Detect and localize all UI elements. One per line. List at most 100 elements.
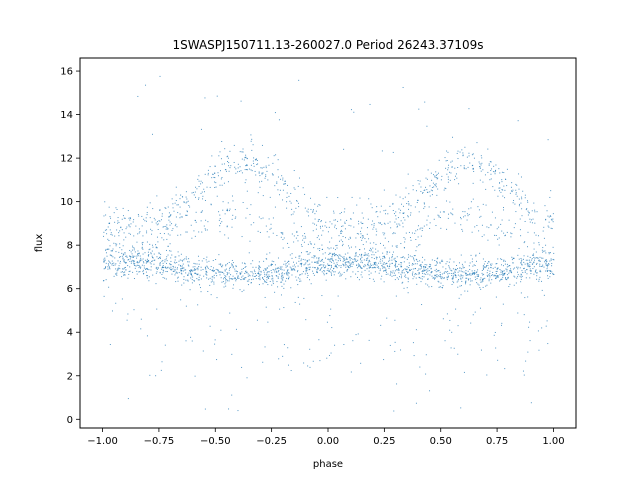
scatter-point	[267, 179, 269, 181]
scatter-point	[417, 236, 419, 238]
scatter-point	[344, 264, 346, 266]
scatter-point	[534, 222, 536, 224]
scatter-point	[129, 217, 131, 219]
scatter-point	[336, 255, 338, 257]
x-tick-label: −0.50	[200, 436, 231, 447]
scatter-point	[491, 211, 493, 213]
scatter-point	[450, 347, 452, 349]
scatter-point	[185, 231, 187, 233]
scatter-point	[403, 269, 404, 271]
scatter-point	[258, 265, 260, 267]
scatter-point	[219, 214, 221, 216]
scatter-point	[482, 278, 484, 280]
scatter-point	[226, 225, 228, 227]
scatter-point	[175, 200, 177, 202]
scatter-point	[438, 172, 439, 174]
scatter-point	[536, 271, 538, 273]
scatter-point	[543, 237, 545, 239]
scatter-point	[377, 266, 379, 268]
scatter-point	[483, 273, 485, 275]
scatter-point	[335, 228, 337, 230]
scatter-point	[197, 178, 199, 180]
scatter-point	[214, 181, 216, 183]
scatter-point	[259, 186, 261, 188]
scatter-point	[198, 260, 200, 262]
scatter-point	[168, 219, 170, 221]
scatter-point	[482, 268, 484, 270]
scatter-point	[134, 251, 136, 253]
scatter-point	[182, 263, 184, 265]
scatter-point	[194, 269, 196, 271]
scatter-point	[392, 254, 394, 256]
scatter-point	[490, 161, 492, 163]
scatter-point	[546, 268, 548, 270]
scatter-point	[511, 191, 513, 193]
scatter-point	[190, 273, 192, 275]
scatter-point	[180, 268, 182, 270]
scatter-point	[407, 292, 409, 294]
scatter-point	[482, 280, 484, 282]
scatter-point	[141, 215, 143, 217]
scatter-point	[276, 271, 278, 273]
scatter-point	[300, 244, 302, 246]
scatter-point	[115, 268, 117, 270]
scatter-point	[407, 254, 409, 256]
scatter-point	[151, 255, 153, 257]
scatter-point	[136, 273, 138, 275]
scatter-point	[310, 243, 312, 245]
scatter-point	[504, 189, 506, 191]
scatter-point	[482, 169, 484, 171]
scatter-point	[119, 260, 121, 262]
scatter-point	[277, 257, 279, 259]
scatter-point	[386, 317, 388, 319]
scatter-point	[220, 178, 222, 180]
scatter-point	[149, 202, 151, 204]
scatter-point	[237, 163, 239, 165]
scatter-point	[536, 211, 538, 213]
scatter-point	[266, 279, 268, 281]
scatter-point	[350, 109, 352, 111]
scatter-point	[117, 268, 119, 270]
scatter-point	[355, 273, 357, 275]
scatter-point	[518, 198, 520, 200]
scatter-point	[128, 225, 130, 227]
scatter-point	[431, 186, 433, 188]
scatter-point	[321, 264, 323, 266]
scatter-point	[505, 278, 507, 280]
scatter-point	[408, 269, 410, 271]
scatter-point	[361, 271, 363, 273]
scatter-point	[392, 210, 394, 211]
scatter-point	[533, 262, 535, 264]
scatter-point	[529, 261, 531, 263]
scatter-point	[446, 261, 448, 263]
scatter-point	[252, 260, 254, 262]
scatter-point	[223, 163, 225, 165]
scatter-point	[213, 281, 215, 283]
scatter-point	[384, 247, 386, 249]
scatter-point	[395, 211, 397, 213]
scatter-point	[527, 231, 529, 233]
scatter-point	[303, 264, 305, 266]
scatter-point	[547, 343, 549, 345]
scatter-point	[333, 267, 335, 269]
scatter-point	[427, 278, 429, 280]
scatter-point	[232, 200, 234, 202]
scatter-point	[460, 407, 462, 409]
scatter-point	[218, 263, 220, 265]
scatter-point	[342, 243, 344, 245]
scatter-point	[350, 276, 352, 278]
scatter-point	[421, 261, 423, 263]
scatter-point	[262, 283, 264, 285]
scatter-point	[344, 262, 346, 264]
scatter-point	[229, 167, 231, 169]
scatter-point	[392, 251, 394, 253]
scatter-point	[364, 264, 366, 266]
scatter-point	[150, 228, 152, 230]
scatter-point	[109, 262, 111, 264]
scatter-point	[339, 213, 341, 215]
scatter-point	[207, 174, 209, 176]
scatter-point	[259, 175, 261, 177]
scatter-point	[496, 276, 498, 278]
scatter-point	[389, 259, 391, 261]
scatter-point	[526, 208, 528, 210]
